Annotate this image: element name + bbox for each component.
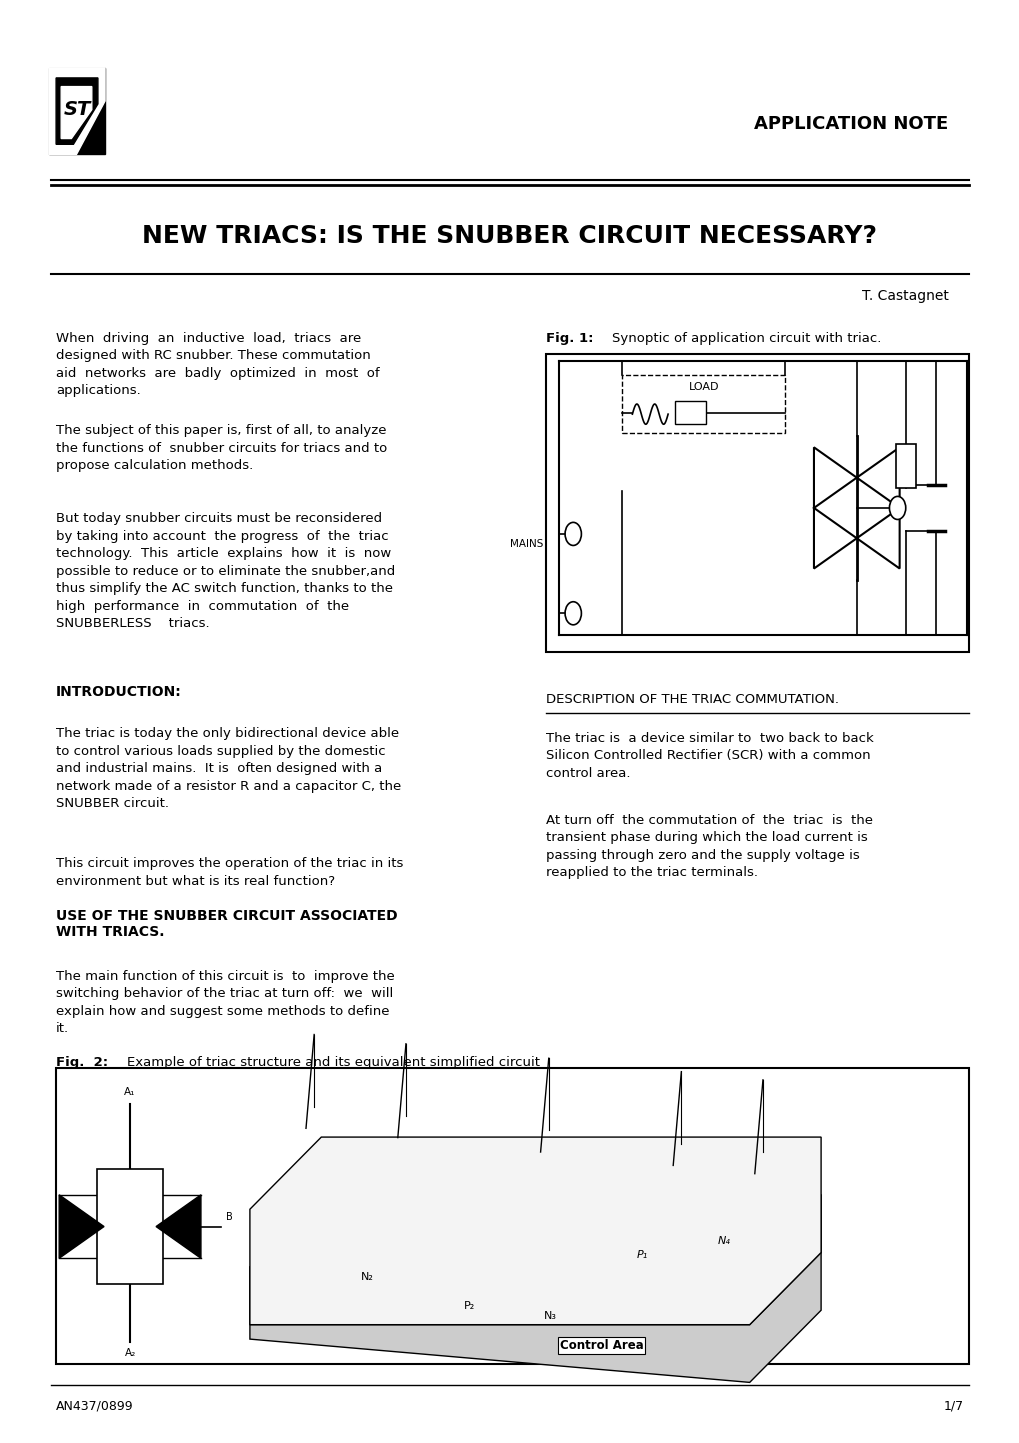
Bar bbox=[545, 354, 968, 652]
Text: DESCRIPTION OF THE TRIAC COMMUTATION.: DESCRIPTION OF THE TRIAC COMMUTATION. bbox=[545, 693, 838, 706]
Text: LOAD: LOAD bbox=[688, 382, 718, 392]
Text: T. Castagnet: T. Castagnet bbox=[861, 289, 948, 303]
Text: Control Area: Control Area bbox=[559, 1339, 643, 1352]
Text: The triac is  a device similar to  two back to back
Silicon Controlled Rectifier: The triac is a device similar to two bac… bbox=[545, 732, 872, 779]
Bar bbox=[622, 375, 785, 433]
Circle shape bbox=[565, 522, 581, 545]
Text: N₄: N₄ bbox=[717, 1237, 730, 1245]
Polygon shape bbox=[56, 78, 98, 144]
Text: P₂: P₂ bbox=[463, 1302, 475, 1310]
Text: Control
Area: Control Area bbox=[108, 1216, 152, 1237]
Text: MAINS: MAINS bbox=[510, 540, 543, 548]
Text: At turn off  the commutation of  the  triac  is  the
transient phase during whic: At turn off the commutation of the triac… bbox=[545, 814, 872, 879]
Bar bbox=[97, 1169, 163, 1284]
Text: The triac is today the only bidirectional device able
to control various loads s: The triac is today the only bidirectiona… bbox=[56, 727, 400, 811]
Text: ST: ST bbox=[63, 100, 91, 120]
Text: Fig. 1:: Fig. 1: bbox=[545, 332, 593, 345]
Text: This circuit improves the operation of the triac in its
environment but what is : This circuit improves the operation of t… bbox=[56, 857, 404, 887]
Text: But today snubber circuits must be reconsidered
by taking into account  the prog: But today snubber circuits must be recon… bbox=[56, 512, 395, 631]
Circle shape bbox=[889, 496, 905, 519]
Circle shape bbox=[565, 602, 581, 625]
Text: AN437/0899: AN437/0899 bbox=[56, 1400, 133, 1413]
Bar bbox=[49, 68, 105, 154]
Text: Synoptic of application circuit with triac.: Synoptic of application circuit with tri… bbox=[611, 332, 880, 345]
Text: INTRODUCTION:: INTRODUCTION: bbox=[56, 685, 181, 700]
Bar bbox=[675, 401, 705, 424]
Text: N₂: N₂ bbox=[361, 1273, 373, 1281]
Text: A₁: A₁ bbox=[124, 1087, 136, 1097]
Text: 1/7: 1/7 bbox=[943, 1400, 963, 1413]
Text: Fig.  2:: Fig. 2: bbox=[56, 1056, 108, 1069]
Polygon shape bbox=[250, 1195, 820, 1325]
Text: The main function of this circuit is  to  improve the
switching behavior of the : The main function of this circuit is to … bbox=[56, 970, 394, 1035]
Text: P₁: P₁ bbox=[636, 1251, 648, 1260]
Text: APPLICATION NOTE: APPLICATION NOTE bbox=[754, 115, 948, 133]
Text: A₂: A₂ bbox=[124, 1348, 136, 1358]
Text: When  driving  an  inductive  load,  triacs  are
designed with RC snubber. These: When driving an inductive load, triacs a… bbox=[56, 332, 379, 397]
Bar bbox=[56, 1068, 968, 1364]
Bar bbox=[895, 444, 915, 488]
Text: Example of triac structure and its equivalent simplified circuit: Example of triac structure and its equiv… bbox=[127, 1056, 540, 1069]
Polygon shape bbox=[59, 1195, 104, 1258]
Text: USE OF THE SNUBBER CIRCUIT ASSOCIATED
WITH TRIACS.: USE OF THE SNUBBER CIRCUIT ASSOCIATED WI… bbox=[56, 909, 397, 939]
Polygon shape bbox=[250, 1137, 820, 1325]
Polygon shape bbox=[61, 87, 92, 139]
Text: NEW TRIACS: IS THE SNUBBER CIRCUIT NECESSARY?: NEW TRIACS: IS THE SNUBBER CIRCUIT NECES… bbox=[143, 224, 876, 248]
Polygon shape bbox=[250, 1195, 820, 1382]
Polygon shape bbox=[49, 68, 105, 154]
Text: N₃: N₃ bbox=[544, 1312, 556, 1320]
Text: B: B bbox=[226, 1212, 233, 1222]
Polygon shape bbox=[156, 1195, 201, 1258]
Text: The subject of this paper is, first of all, to analyze
the functions of  snubber: The subject of this paper is, first of a… bbox=[56, 424, 387, 472]
